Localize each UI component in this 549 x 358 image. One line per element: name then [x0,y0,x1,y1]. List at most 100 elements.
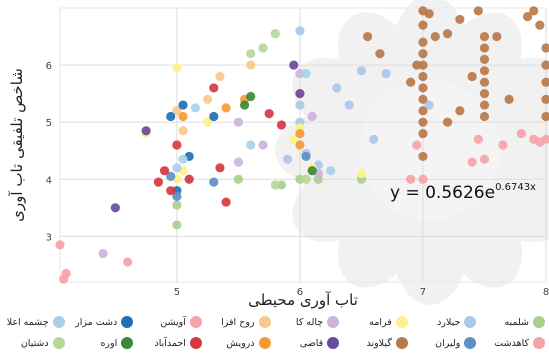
data-point [467,157,477,167]
data-point [190,103,200,113]
data-point [221,197,231,207]
data-point [209,177,219,187]
legend-item: درویش [226,337,271,349]
data-point [283,154,293,164]
legend-item: چاله کا [296,316,340,328]
y-tick-label: 5 [46,118,52,129]
data-point [295,128,305,139]
data-point [233,117,244,127]
data-point [246,60,256,70]
data-point [535,20,545,30]
data-point [289,134,299,144]
data-point [418,128,428,139]
legend-label: گیلاوند [366,337,392,349]
data-point [455,14,465,25]
data-point [418,60,428,70]
data-point [479,100,490,110]
data-point [166,186,176,196]
data-point [424,100,434,110]
data-point [159,166,170,176]
data-point [215,71,225,82]
data-point [209,111,219,122]
data-point [541,111,549,122]
data-point [221,103,231,113]
data-point [479,89,490,99]
data-point [295,100,305,110]
data-point [123,257,133,267]
data-point [406,174,416,184]
data-point [541,77,549,87]
data-point [442,117,453,127]
legend-marker [327,316,340,328]
data-point [233,157,244,167]
data-point [246,91,256,102]
data-point [418,20,428,30]
data-point [498,140,508,150]
legend-marker [533,337,545,349]
data-point [307,111,317,122]
data-point [166,111,176,122]
legend-item: دشتیان [21,337,65,349]
data-point [479,43,490,53]
legend-item: جیلارد [437,316,477,328]
legend-marker [258,337,271,349]
data-point [479,54,490,64]
legend-label: قاضی [299,337,324,349]
data-point [172,140,182,150]
data-point [239,100,250,110]
legend-label: شلمبه [504,316,529,328]
data-point [258,43,268,53]
data-point [541,94,549,104]
data-point [418,83,428,93]
legend-marker [533,316,545,328]
legend-label: دشت مزار [75,316,118,328]
legend-marker [121,316,134,328]
legend-label: دشتیان [20,337,49,349]
data-point [153,177,164,187]
y-tick-label: 6 [46,61,52,72]
data-point [59,274,69,284]
data-point [473,134,483,144]
data-point [258,140,268,150]
data-point [381,69,391,79]
data-point [418,117,428,127]
data-point [418,94,428,104]
data-point [172,163,182,173]
data-point [178,126,188,136]
legend-label: کاهدشت [494,337,529,349]
x-tick-label: 8 [543,287,549,298]
x-tick-label: 5 [174,287,180,298]
watermark-logo [275,0,549,305]
data-point [172,220,182,230]
data-point [442,29,453,39]
y-tick-label: 3 [46,232,52,243]
data-point [172,106,182,116]
data-points [55,6,549,284]
data-point [295,26,305,36]
data-point [430,31,440,42]
data-point [233,174,244,184]
legend-marker [189,316,202,328]
data-point [178,154,188,164]
data-point [418,151,428,162]
data-point [344,100,354,110]
legend-label: فرامه [369,316,392,328]
legend-label: درویش [226,337,255,349]
legend-item: شلمبه [504,316,545,328]
data-point [301,174,311,184]
data-point [178,111,188,122]
data-point [172,63,182,73]
tick-labels: 5 6 7 8 3 4 5 6 [46,61,549,298]
data-point [369,134,379,144]
data-point [172,200,182,210]
legend-label: جیلارد [437,316,461,328]
data-point [301,151,311,162]
data-point [529,6,539,16]
data-point [166,171,176,181]
data-point [289,60,299,70]
legend-marker [327,337,340,349]
data-point [479,77,490,87]
data-point [270,180,280,190]
legend-item: ولیران [435,337,477,349]
legend-marker [395,316,408,328]
